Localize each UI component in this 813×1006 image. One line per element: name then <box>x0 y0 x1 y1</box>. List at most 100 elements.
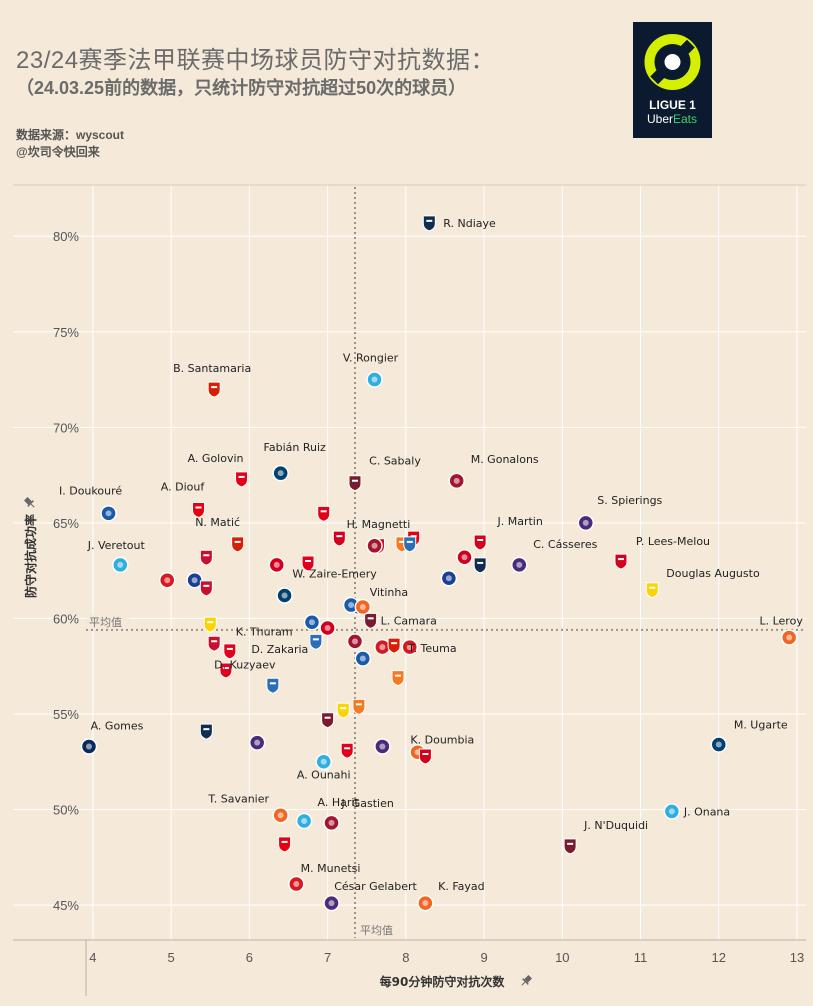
point-montpellier-badge[interactable] <box>272 807 289 824</box>
point-rennes-badge[interactable] <box>231 536 245 553</box>
point-marseille-badge[interactable] <box>315 753 332 770</box>
point-toulouse-badge[interactable] <box>374 738 391 755</box>
point-le-havre-badge[interactable] <box>266 677 280 694</box>
club-shield-stripe <box>238 475 245 478</box>
x-axis-ticks: 4 5 6 7 8 9 10 11 12 13 <box>89 950 804 965</box>
club-shield-icon <box>391 670 405 687</box>
point-montpellier-badge[interactable] <box>780 629 798 646</box>
point-toulouse-badge[interactable] <box>577 514 595 532</box>
player-label: A. Diouf <box>161 480 206 493</box>
point-le-havre-badge[interactable] <box>199 723 213 740</box>
point-marseille-badge[interactable] <box>663 803 681 820</box>
point-lyon-badge[interactable] <box>186 571 203 589</box>
point-toulouse-badge[interactable] <box>323 894 340 912</box>
point-monaco-badge[interactable] <box>235 471 249 488</box>
point-psg-badge[interactable] <box>276 587 293 604</box>
point-clermont-badge[interactable] <box>448 472 465 490</box>
grid-lines <box>13 185 806 940</box>
point-le-havre-badge[interactable] <box>473 557 487 574</box>
point-metz-badge[interactable] <box>364 612 378 629</box>
x-tick-label: 8 <box>402 950 409 965</box>
point-lille-badge[interactable] <box>456 549 473 566</box>
player-label: D. Kuzyaev <box>214 658 276 671</box>
club-crest-center <box>453 477 460 484</box>
point-lorient-badge[interactable] <box>391 670 405 687</box>
point-metz-badge[interactable] <box>563 838 577 855</box>
player-label: J. Martin <box>496 515 542 528</box>
point-monaco-badge[interactable] <box>223 643 237 660</box>
point-montpellier-badge[interactable] <box>354 598 372 616</box>
point-marseille-badge[interactable] <box>112 556 129 574</box>
point-montpellier-badge[interactable] <box>417 894 434 912</box>
x-tick-label: 5 <box>168 950 175 965</box>
club-crest-center <box>715 741 722 748</box>
point-brest-badge[interactable] <box>332 530 346 547</box>
club-crest-center <box>379 644 386 651</box>
point-reims-badge[interactable] <box>158 571 176 589</box>
point-clermont-badge[interactable] <box>366 537 383 555</box>
point-rennes-badge[interactable] <box>207 381 221 398</box>
point-lens-badge[interactable] <box>192 501 206 519</box>
club-shield-stripe <box>391 642 398 645</box>
player-label: T. Savanier <box>207 792 269 805</box>
club-shield-icon <box>192 501 206 519</box>
point-nice-badge[interactable] <box>207 635 221 652</box>
point-montpellier-badge[interactable] <box>80 738 98 755</box>
point-brest-badge[interactable] <box>473 534 487 551</box>
club-shield-stripe <box>410 535 417 538</box>
point-nantes-badge[interactable] <box>336 702 350 719</box>
club-shield-stripe <box>281 840 288 843</box>
player-label: J. N'Duquidi <box>583 819 648 832</box>
club-shield-stripe <box>422 753 429 756</box>
x-tick-label: 7 <box>324 950 331 965</box>
point-lille-badge[interactable] <box>319 619 336 637</box>
x-axis-title: 每90分钟防守对抗次数 <box>380 974 506 989</box>
point-marseille-badge[interactable] <box>366 371 383 388</box>
y-tick-label: 75% <box>53 325 79 340</box>
club-shield-icon <box>199 580 213 597</box>
point-reims-badge[interactable] <box>401 638 419 656</box>
point-monaco-badge[interactable] <box>317 505 331 522</box>
x-tick-label: 4 <box>89 950 96 965</box>
point-lens-badge[interactable] <box>278 836 292 853</box>
point-toulouse-badge[interactable] <box>511 556 528 574</box>
point-rennes-badge[interactable] <box>387 637 401 654</box>
point-metz-badge[interactable] <box>321 712 335 729</box>
club-shield-stripe <box>367 617 374 620</box>
point-brest-badge[interactable] <box>614 553 628 570</box>
point-strasbourg-badge[interactable] <box>303 613 321 631</box>
point-clermont-badge[interactable] <box>323 814 340 832</box>
point-psg-badge[interactable] <box>272 464 289 482</box>
point-le-havre-badge[interactable] <box>422 215 436 232</box>
point-reims-badge[interactable] <box>288 875 305 893</box>
point-clermont-badge[interactable] <box>346 633 364 650</box>
club-shield-icon <box>340 742 354 759</box>
point-toulouse-badge[interactable] <box>248 734 266 751</box>
point-le-havre-badge[interactable] <box>403 536 417 553</box>
club-shield-icon <box>473 534 487 551</box>
point-lorient-badge[interactable] <box>352 698 366 715</box>
point-metz-badge[interactable] <box>348 475 362 492</box>
point-lyon-badge[interactable] <box>440 570 458 587</box>
y-tick-label: 65% <box>53 516 79 531</box>
point-strasbourg-badge[interactable] <box>100 505 117 522</box>
point-nice-badge[interactable] <box>199 549 213 566</box>
point-monaco-badge[interactable] <box>301 555 315 572</box>
club-crest-center <box>301 817 308 824</box>
player-label: K. Thuram <box>236 625 293 638</box>
point-monaco-badge[interactable] <box>219 662 233 679</box>
point-lille-badge[interactable] <box>268 556 286 574</box>
point-nantes-badge[interactable] <box>645 582 659 599</box>
point-psg-badge[interactable] <box>710 736 728 753</box>
point-nice-badge[interactable] <box>199 580 213 597</box>
point-nantes-badge[interactable] <box>203 616 217 633</box>
point-strasbourg-badge[interactable] <box>354 650 372 667</box>
point-le-havre-badge[interactable] <box>309 633 323 650</box>
club-crest-center <box>281 592 288 599</box>
point-monaco-badge[interactable] <box>340 742 354 759</box>
x-tick-label: 13 <box>790 950 804 965</box>
y-tick-label: 55% <box>53 707 79 722</box>
player-label: Fabián Ruiz <box>264 441 326 454</box>
point-brest-badge[interactable] <box>418 748 432 765</box>
point-marseille-badge[interactable] <box>295 812 313 830</box>
